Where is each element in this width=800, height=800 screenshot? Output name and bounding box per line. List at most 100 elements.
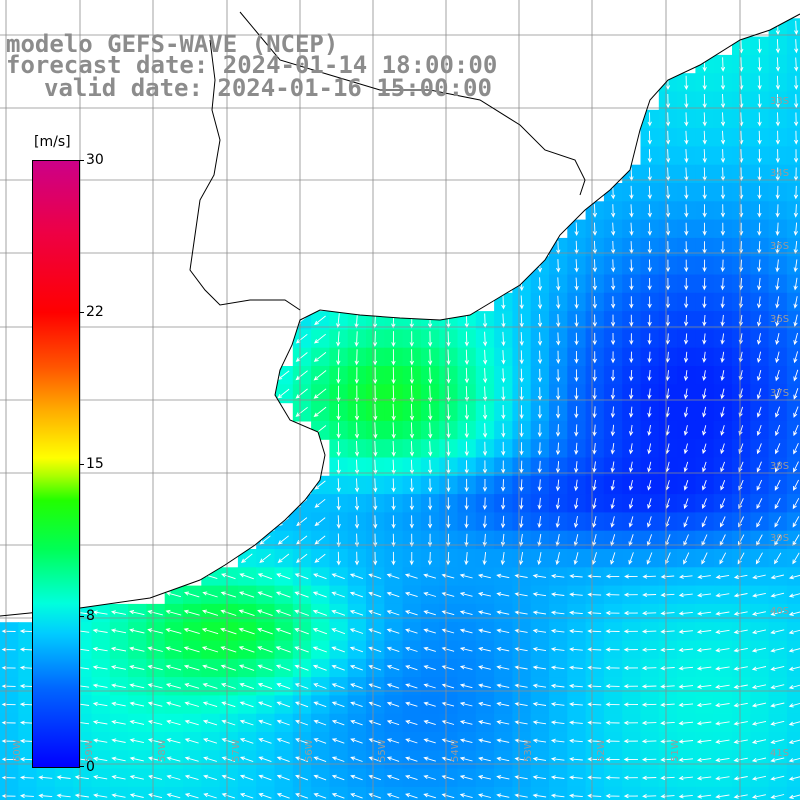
- wind-arrow: [147, 701, 163, 707]
- wind-arrow: [628, 461, 634, 473]
- wind-arrow: [477, 610, 491, 615]
- wind-arrow: [423, 646, 436, 652]
- wind-arrow: [368, 573, 382, 579]
- wind-arrow: [129, 738, 144, 744]
- wind-arrow: [660, 647, 675, 653]
- valid-date: valid date: 2024-01-16 15:00:00: [44, 74, 492, 102]
- wind-arrow: [733, 794, 748, 799]
- wind-arrow: [386, 628, 400, 634]
- wind-arrow: [423, 683, 436, 689]
- wind-arrow: [19, 702, 35, 707]
- wind-arrow: [296, 553, 308, 563]
- wind-arrow: [313, 756, 327, 763]
- wind-arrow: [770, 720, 785, 726]
- wind-arrow: [623, 720, 639, 726]
- wind-arrow: [354, 459, 360, 475]
- wind-arrow: [464, 367, 470, 384]
- wind-arrow: [605, 683, 620, 689]
- wind-arrow: [629, 185, 634, 200]
- wind-arrow: [314, 553, 326, 563]
- wind-arrow: [428, 403, 433, 421]
- wind-arrow: [702, 406, 707, 418]
- wind-arrow: [629, 333, 634, 345]
- wind-arrow: [793, 314, 798, 327]
- colorbar-tick-22: 22: [86, 304, 104, 320]
- wind-arrow: [770, 665, 785, 671]
- wind-arrow: [427, 497, 433, 511]
- wind-arrow: [573, 534, 579, 547]
- wind-arrow: [715, 721, 730, 726]
- wind-arrow: [532, 683, 547, 688]
- coastline: [0, 13, 800, 617]
- wind-arrow: [276, 756, 290, 763]
- wind-arrow: [459, 775, 473, 780]
- wind-arrow: [441, 756, 455, 762]
- wind-arrow: [518, 552, 524, 566]
- wind-arrow: [405, 774, 418, 781]
- wind-arrow: [386, 573, 400, 579]
- wind-arrow: [569, 775, 583, 780]
- wind-arrow: [496, 683, 510, 688]
- wind-arrow: [331, 664, 345, 671]
- wind-arrow: [386, 683, 400, 689]
- wind-arrow: [665, 259, 671, 273]
- wind-arrow: [391, 551, 396, 566]
- wind-cell: [603, 786, 623, 800]
- wind-arrow: [464, 349, 470, 366]
- wind-arrow: [238, 609, 255, 617]
- wind-arrow: [550, 738, 565, 743]
- wind-arrow: [405, 756, 418, 762]
- wind-arrow: [1, 629, 16, 634]
- colorbar-tickmark: [79, 464, 84, 465]
- wind-arrow: [313, 738, 327, 744]
- wind-arrow: [678, 592, 693, 598]
- wind-arrow: [733, 611, 748, 616]
- wind-arrow: [148, 793, 163, 799]
- wind-arrow: [258, 793, 272, 799]
- wind-arrow: [720, 57, 726, 72]
- wind-arrow: [532, 701, 547, 707]
- wind-arrow: [350, 738, 363, 744]
- wind-arrow: [202, 609, 219, 616]
- wind-cell: [18, 786, 38, 800]
- wind-arrow: [386, 610, 400, 616]
- wind-arrow: [514, 738, 528, 743]
- longitude-label: 53W: [523, 739, 534, 762]
- wind-arrow: [496, 775, 510, 780]
- wind-arrow: [313, 333, 326, 344]
- wind-arrow: [756, 351, 762, 364]
- wind-cell: [786, 128, 800, 147]
- wind-arrow: [295, 793, 309, 799]
- wind-arrow: [129, 646, 145, 652]
- longitude-label: 51W: [670, 739, 681, 762]
- colorbar-tick-15: 15: [86, 456, 104, 472]
- wind-arrow: [678, 647, 694, 653]
- wind-arrow: [532, 647, 547, 652]
- wind-arrow: [775, 332, 780, 346]
- wind-arrow: [587, 738, 602, 744]
- wind-arrow: [409, 385, 415, 403]
- wind-arrow: [574, 406, 579, 419]
- wind-arrow: [624, 574, 638, 579]
- longitude-label: 55W: [377, 739, 388, 762]
- wind-arrow: [537, 405, 543, 419]
- wind-arrow: [793, 351, 799, 364]
- wind-arrow: [532, 720, 547, 725]
- wind-cell: [146, 786, 166, 800]
- wind-arrow: [587, 665, 602, 670]
- forecast-date: forecast date: 2024-01-14 18:00:00: [6, 51, 498, 79]
- wind-arrow: [19, 757, 34, 762]
- wind-arrow: [733, 757, 748, 763]
- wind-arrow: [720, 296, 725, 309]
- wind-arrow: [774, 443, 781, 455]
- wind-arrow: [720, 222, 726, 236]
- wind-arrow: [738, 516, 745, 528]
- wind-arrow: [702, 75, 707, 91]
- wind-arrow: [733, 593, 748, 598]
- wind-cell: [786, 366, 800, 385]
- wind-arrow: [788, 721, 800, 726]
- wind-arrow: [354, 496, 360, 511]
- wind-cell: [585, 786, 605, 800]
- wind-arrow: [313, 406, 327, 418]
- wind-arrow: [605, 757, 620, 762]
